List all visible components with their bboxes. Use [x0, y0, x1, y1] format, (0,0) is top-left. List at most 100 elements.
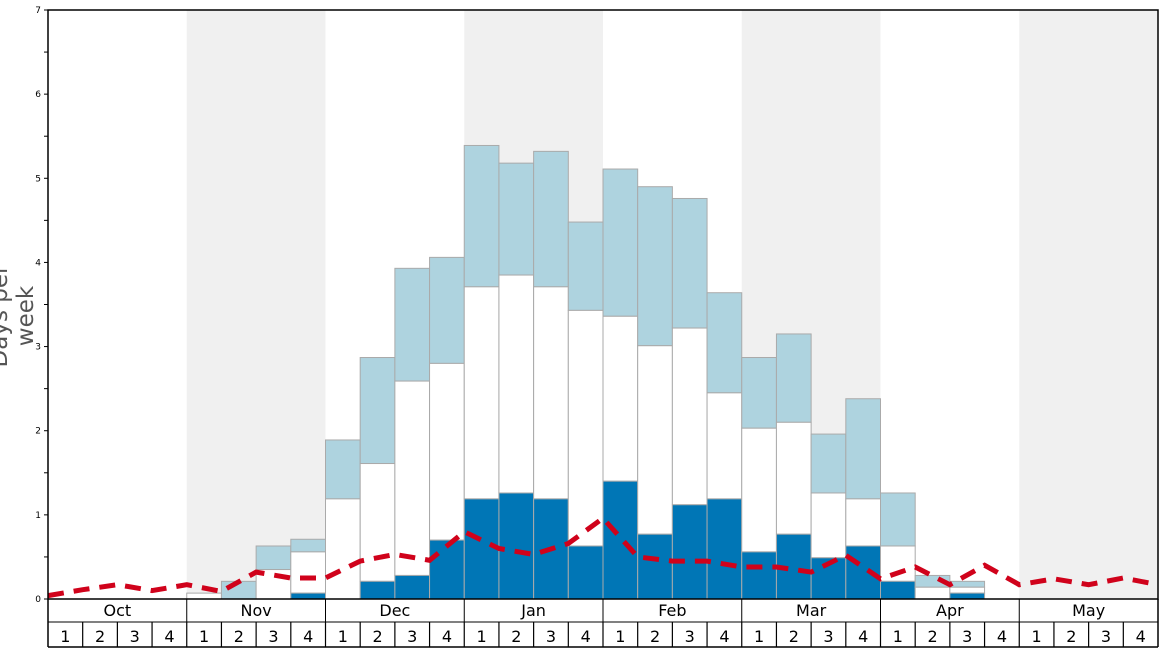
month-label-mar: Mar — [796, 601, 827, 620]
week-label: 1 — [1032, 627, 1042, 646]
bar-dark — [567, 545, 604, 600]
bar-light — [463, 144, 500, 288]
month-shade-may — [1019, 10, 1158, 599]
week-label: 4 — [1136, 627, 1146, 646]
week-label: 3 — [268, 627, 278, 646]
bar-light — [602, 168, 639, 317]
bar-dark — [880, 580, 916, 600]
bar-light — [394, 267, 431, 382]
week-label: 4 — [442, 627, 452, 646]
month-label-apr: Apr — [936, 601, 964, 620]
bar-dark — [498, 492, 535, 600]
y-tick-label: 3 — [35, 343, 41, 353]
week-label: 4 — [581, 627, 591, 646]
bar-dark — [706, 498, 743, 600]
bar-dark — [394, 574, 431, 600]
bar-light — [845, 398, 881, 500]
week-label: 2 — [372, 627, 382, 646]
week-label: 1 — [615, 627, 625, 646]
bar-light — [671, 197, 708, 329]
bar-dark — [290, 592, 326, 600]
week-label: 2 — [1066, 627, 1076, 646]
y-tick-label: 1 — [35, 511, 41, 521]
bar-light — [290, 538, 326, 553]
bar-middle — [429, 362, 465, 541]
week-label: 3 — [546, 627, 556, 646]
week-label: 1 — [754, 627, 764, 646]
bar-middle — [741, 427, 777, 553]
month-label-feb: Feb — [658, 601, 686, 620]
bar-dark — [429, 539, 465, 600]
bar-middle — [880, 545, 916, 582]
bar-light — [949, 580, 986, 588]
week-label: 1 — [338, 627, 348, 646]
bar-dark — [359, 580, 396, 600]
bar-dark — [602, 480, 639, 600]
bar-middle — [706, 392, 743, 500]
y-tick-label: 0 — [35, 595, 41, 605]
average-line — [47, 514, 1159, 599]
bar-middle — [325, 498, 361, 600]
bar-light — [706, 292, 743, 394]
week-label: 3 — [685, 627, 695, 646]
week-label: 1 — [199, 627, 209, 646]
bar-middle — [186, 592, 222, 600]
bar-middle — [949, 586, 986, 594]
bar-dark — [949, 592, 986, 600]
week-label: 1 — [893, 627, 903, 646]
bar-middle — [602, 315, 639, 482]
bar-light — [255, 545, 292, 571]
bar-middle — [394, 380, 431, 576]
bar-middle — [637, 345, 673, 535]
week-label: 3 — [962, 627, 972, 646]
bar-middle — [845, 498, 881, 547]
week-label: 2 — [650, 627, 660, 646]
week-label: 4 — [303, 627, 313, 646]
bar-dark — [741, 551, 777, 600]
bar-light — [325, 439, 361, 500]
bar-light — [498, 162, 535, 276]
week-label: 2 — [789, 627, 799, 646]
bar-middle — [775, 421, 812, 535]
week-label: 4 — [164, 627, 174, 646]
month-label-nov: Nov — [241, 601, 272, 620]
y-tick-label: 6 — [35, 90, 41, 100]
week-label: 4 — [719, 627, 729, 646]
bar-light — [429, 256, 465, 364]
week-label: 2 — [95, 627, 105, 646]
bar-middle — [914, 586, 951, 600]
week-label: 1 — [477, 627, 487, 646]
week-label: 4 — [997, 627, 1007, 646]
bar-middle — [290, 551, 326, 594]
month-shade-nov — [186, 10, 326, 599]
week-label: 2 — [927, 627, 937, 646]
y-tick-label: 2 — [35, 427, 41, 437]
bar-light — [637, 186, 673, 347]
week-label: 4 — [858, 627, 868, 646]
y-tick-label: 4 — [35, 258, 41, 268]
bar-middle — [671, 327, 708, 506]
bar-middle — [463, 286, 500, 500]
bar-middle — [533, 286, 569, 500]
month-label-dec: Dec — [379, 601, 410, 620]
month-label-oct: Oct — [104, 601, 132, 620]
bar-dark — [671, 504, 708, 600]
bar-middle — [359, 463, 396, 582]
y-tick-label: 7 — [35, 6, 41, 16]
bar-light — [567, 221, 604, 311]
month-label-may: May — [1072, 601, 1105, 620]
week-label: 1 — [60, 627, 70, 646]
y-tick-label: 5 — [35, 174, 41, 184]
bar-middle — [498, 274, 535, 494]
bar-light — [533, 150, 569, 288]
bar-middle — [567, 309, 604, 547]
bar-middle — [810, 492, 847, 559]
week-label: 2 — [234, 627, 244, 646]
week-label: 2 — [511, 627, 521, 646]
week-label: 3 — [823, 627, 833, 646]
bar-light — [880, 492, 916, 547]
bar-light — [775, 333, 812, 423]
bar-dark — [637, 533, 673, 600]
bar-dark — [463, 498, 500, 600]
